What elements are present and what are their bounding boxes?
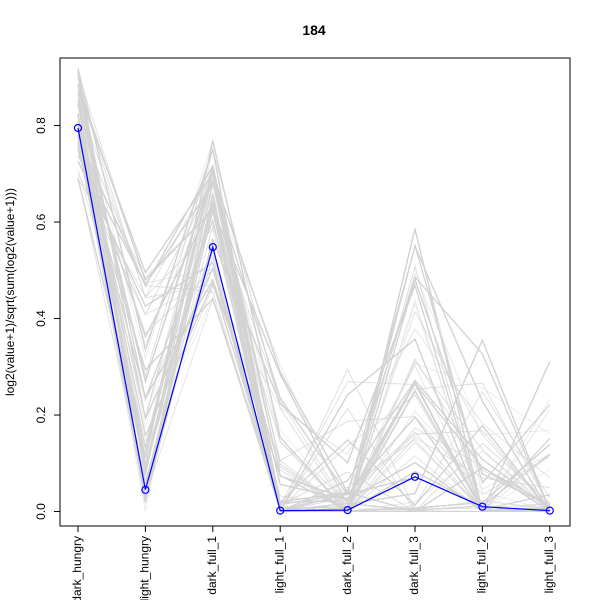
highlight-point-light_hungry — [141, 485, 150, 494]
chart-title: 184 — [302, 22, 326, 38]
highlight-point-dark_full_1 — [208, 243, 217, 252]
background-series-line — [77, 72, 550, 512]
background-series-line — [77, 100, 550, 513]
highlight-point-light_full_2 — [478, 502, 487, 511]
background-series-line — [77, 121, 550, 513]
background-series-line — [77, 68, 551, 513]
x-axis: dark_hungry light_hungry dark_full_1 light_… — [70, 526, 556, 600]
background-series-line — [77, 71, 551, 512]
background-series-line — [77, 135, 551, 512]
x-tick-label-light_full_1: light_full_1 — [272, 536, 286, 594]
highlight-series-group — [73, 123, 554, 515]
background-series-line — [77, 114, 551, 512]
x-tick-label-dark_hungry: dark_hungry — [70, 536, 84, 600]
y-tick-label: 0.8 — [34, 117, 48, 134]
background-series-line — [77, 160, 551, 513]
highlight-series-line — [77, 127, 550, 512]
highlight-point-dark_hungry — [73, 123, 83, 133]
y-tick-label: 0.4 — [34, 310, 48, 327]
highlight-point-dark_full_2 — [343, 506, 352, 515]
y-tick-label: 0.0 — [34, 503, 48, 520]
background-series-group — [77, 68, 551, 514]
highlight-point-light_full_1 — [276, 506, 285, 515]
background-series-line — [77, 138, 551, 513]
y-tick-label: 0.6 — [34, 213, 48, 230]
x-tick-label-light_full_2: light_full_2 — [475, 536, 489, 594]
background-series-line — [77, 141, 551, 512]
y-tick-label: 0.2 — [34, 406, 48, 423]
x-tick-label-dark_full_3: dark_full_3 — [407, 536, 421, 595]
x-tick-label-dark_full_1: dark_full_1 — [205, 536, 219, 595]
background-series-line — [77, 85, 551, 513]
plot-frame — [59, 57, 571, 527]
background-series-line — [77, 149, 551, 512]
x-tick-label-dark_full_2: dark_full_2 — [340, 536, 354, 595]
background-series-line — [77, 69, 550, 512]
y-axis-label: log2(value+1)/sqrt(sum(log2(value+1))) — [3, 188, 17, 396]
background-series-line — [77, 140, 550, 513]
highlight-point-light_full_3 — [545, 506, 554, 515]
background-series-line — [77, 84, 551, 511]
background-series-line — [77, 144, 551, 513]
x-tick-label-light_hungry: light_hungry — [138, 536, 152, 600]
background-series-line — [77, 94, 550, 513]
y-axis: 0.0 0.2 0.4 0.6 0.8 — [34, 117, 60, 520]
highlight-point-dark_full_3 — [410, 472, 420, 481]
background-series-line — [77, 98, 551, 511]
x-tick-label-light_full_3: light_full_3 — [542, 536, 556, 594]
background-series-line — [77, 125, 551, 512]
background-series-line — [77, 90, 551, 513]
